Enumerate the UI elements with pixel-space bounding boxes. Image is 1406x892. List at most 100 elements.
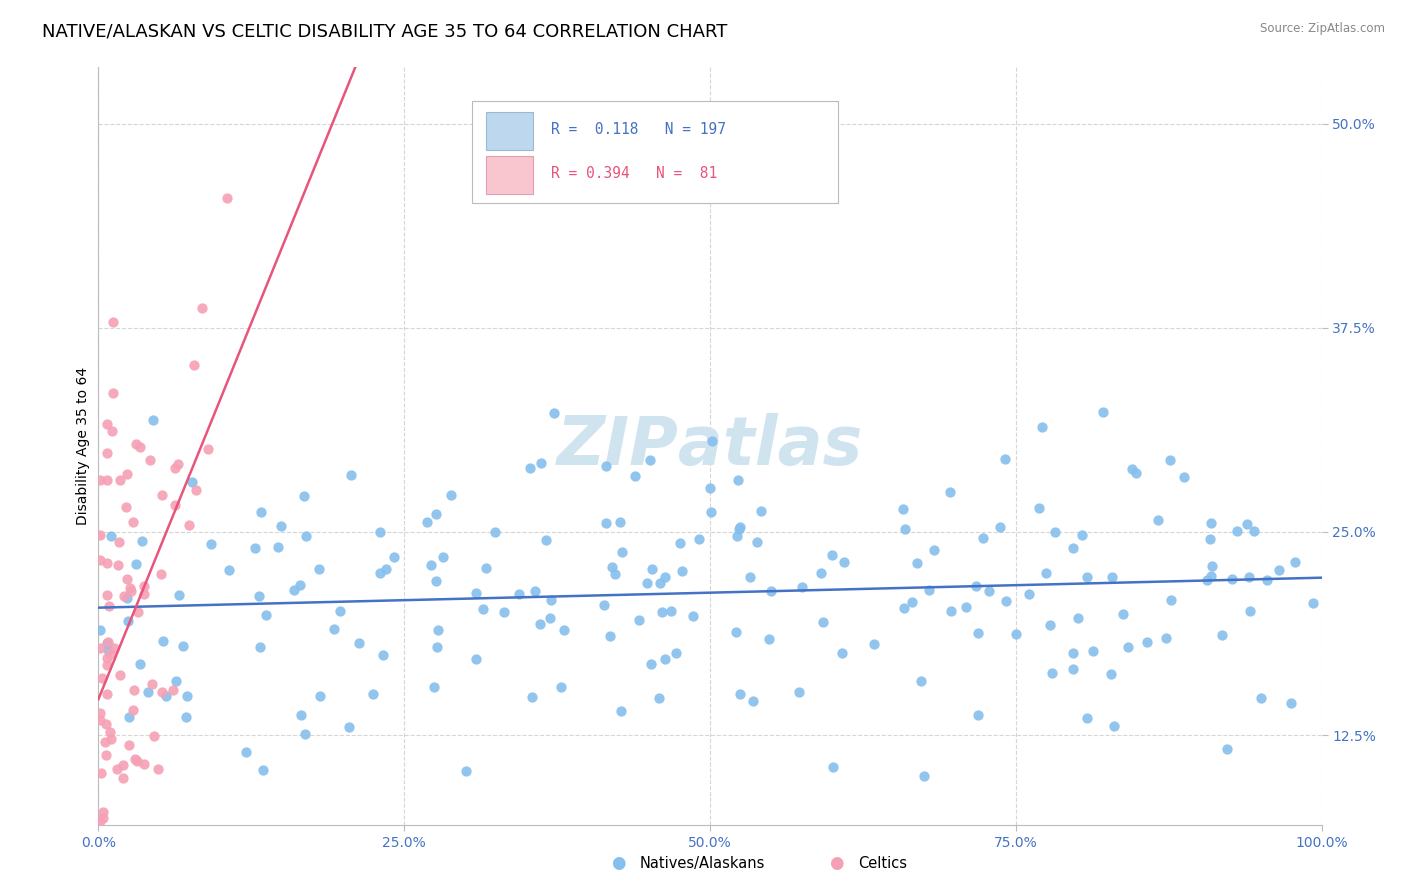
Point — [283, 583, 305, 598]
Point — [1099, 667, 1122, 681]
Point — [508, 587, 530, 601]
Point — [432, 549, 454, 564]
Point — [200, 537, 222, 551]
Point — [640, 657, 662, 671]
Text: R =  0.118   N = 197: R = 0.118 N = 197 — [551, 122, 725, 137]
Point — [146, 763, 169, 777]
Point — [368, 524, 391, 539]
Point — [419, 558, 441, 572]
Point — [174, 710, 197, 724]
Point — [1199, 532, 1222, 546]
Point — [638, 453, 661, 467]
Point — [1199, 516, 1222, 530]
Point — [553, 623, 575, 637]
Point — [893, 601, 915, 615]
Point — [530, 456, 553, 470]
Point — [730, 520, 752, 534]
Point — [540, 593, 562, 607]
Point — [132, 578, 155, 592]
Point — [172, 639, 194, 653]
Point — [821, 548, 844, 562]
Text: Celtics: Celtics — [858, 856, 907, 871]
Point — [89, 640, 111, 655]
Point — [134, 757, 156, 772]
Point — [1104, 719, 1126, 733]
Point — [623, 469, 645, 483]
Point — [115, 591, 138, 605]
Point — [132, 586, 155, 600]
Point — [648, 575, 671, 590]
Point — [939, 604, 962, 618]
Point — [124, 752, 146, 766]
Point — [122, 703, 145, 717]
Point — [247, 589, 270, 603]
Point — [595, 516, 617, 530]
Point — [484, 524, 506, 539]
Point — [988, 520, 1011, 534]
Point — [1284, 556, 1306, 570]
Point — [290, 708, 312, 723]
Point — [118, 581, 141, 595]
Point — [475, 561, 498, 575]
Point — [1237, 570, 1260, 584]
Point — [308, 562, 330, 576]
Point — [96, 417, 118, 432]
Point — [112, 834, 135, 848]
Text: ●: ● — [830, 855, 844, 872]
Point — [122, 515, 145, 529]
Point — [1154, 631, 1177, 645]
Point — [725, 529, 748, 543]
Text: ZIP​atlas: ZIP​atlas — [557, 413, 863, 479]
Point — [426, 640, 449, 654]
Point — [129, 440, 152, 454]
Point — [183, 359, 205, 373]
Point — [89, 528, 111, 542]
Point — [1136, 635, 1159, 649]
Point — [150, 488, 173, 502]
Point — [90, 671, 112, 685]
Point — [955, 599, 977, 614]
Point — [1039, 617, 1062, 632]
Point — [111, 758, 134, 772]
Point — [994, 451, 1017, 466]
Point — [294, 727, 316, 741]
Point — [91, 805, 114, 819]
Point — [1081, 644, 1104, 658]
Point — [905, 556, 928, 570]
Point — [595, 458, 617, 473]
Point — [142, 413, 165, 427]
Point — [1018, 587, 1040, 601]
Point — [727, 473, 749, 487]
Text: NATIVE/ALASKAN VS CELTIC DISABILITY AGE 35 TO 64 CORRELATION CHART: NATIVE/ALASKAN VS CELTIC DISABILITY AGE … — [42, 22, 727, 40]
Point — [254, 608, 277, 623]
Point — [337, 720, 360, 734]
Point — [1062, 662, 1084, 676]
Point — [1250, 691, 1272, 706]
Point — [831, 646, 853, 660]
Point — [100, 725, 122, 739]
Point — [790, 580, 813, 594]
Point — [115, 500, 138, 514]
Point — [267, 540, 290, 554]
Point — [534, 533, 557, 548]
Point — [1147, 513, 1170, 527]
Point — [249, 640, 271, 654]
Point — [651, 605, 673, 619]
Point — [425, 507, 447, 521]
Point — [524, 583, 547, 598]
Point — [100, 529, 122, 543]
Point — [120, 583, 142, 598]
Point — [179, 518, 201, 533]
Point — [115, 467, 138, 481]
Point — [136, 685, 159, 699]
Point — [426, 624, 449, 638]
Point — [94, 748, 117, 763]
Point — [375, 562, 398, 576]
Point — [96, 658, 118, 673]
Point — [519, 461, 541, 475]
Point — [101, 424, 124, 438]
Point — [1201, 558, 1223, 573]
Point — [143, 729, 166, 743]
Point — [108, 473, 131, 487]
Point — [1302, 596, 1324, 610]
